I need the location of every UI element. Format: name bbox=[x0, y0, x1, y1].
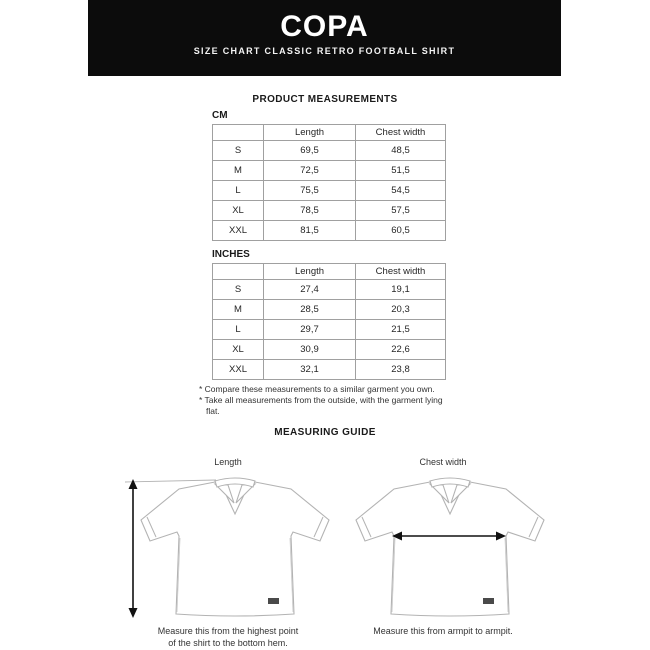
caption-line: Measure this from armpit to armpit. bbox=[373, 626, 513, 636]
length-caption: Measure this from the highest point of t… bbox=[118, 626, 338, 649]
table-row: M 72,5 51,5 bbox=[212, 160, 446, 181]
value-cell: 21,5 bbox=[355, 319, 446, 340]
value-cell: 32,1 bbox=[263, 359, 356, 380]
value-cell: 72,5 bbox=[263, 160, 356, 181]
value-cell: 29,7 bbox=[263, 319, 356, 340]
size-cell: XL bbox=[212, 200, 264, 221]
table-row: XXL 32,1 23,8 bbox=[212, 359, 446, 380]
chest-figure-label: Chest width bbox=[419, 457, 467, 467]
inches-size-table: Length Chest width S 27,4 19,1 M 28,5 20,3 L 29,7… bbox=[212, 263, 446, 380]
chest-shirt-diagram bbox=[338, 470, 548, 622]
size-cell: L bbox=[212, 180, 264, 201]
chest-measure-figure bbox=[338, 470, 548, 622]
measuring-guide-title: MEASURING GUIDE bbox=[274, 427, 376, 438]
size-cell: L bbox=[212, 319, 264, 340]
value-cell: 27,4 bbox=[263, 279, 356, 300]
size-cell: M bbox=[212, 299, 264, 320]
column-header: Length bbox=[263, 263, 356, 280]
column-header bbox=[212, 124, 264, 141]
length-measure-figure bbox=[123, 470, 333, 622]
column-header: Chest width bbox=[355, 124, 446, 141]
value-cell: 75,5 bbox=[263, 180, 356, 201]
column-header: Chest width bbox=[355, 263, 446, 280]
value-cell: 51,5 bbox=[355, 160, 446, 181]
size-chart-subtitle: SIZE CHART CLASSIC RETRO FOOTBALL SHIRT bbox=[193, 46, 456, 56]
header-row: Length Chest width bbox=[212, 124, 446, 141]
highest-point-reference-line bbox=[124, 479, 217, 483]
table-row: XL 30,9 22,6 bbox=[212, 339, 446, 360]
value-cell: 23,8 bbox=[355, 359, 446, 380]
size-cell: XXL bbox=[212, 220, 264, 241]
table-row: S 27,4 19,1 bbox=[212, 279, 446, 300]
measurement-notes: * Compare these measurements to a simila… bbox=[199, 384, 455, 417]
shirt-illustration bbox=[356, 478, 544, 616]
table-row: XL 78,5 57,5 bbox=[212, 200, 446, 221]
size-cell: M bbox=[212, 160, 264, 181]
size-cell: XXL bbox=[212, 359, 264, 380]
value-cell: 19,1 bbox=[355, 279, 446, 300]
header-row: Length Chest width bbox=[212, 263, 446, 280]
table-row: M 28,5 20,3 bbox=[212, 299, 446, 320]
product-measurements-title: PRODUCT MEASUREMENTS bbox=[252, 94, 398, 105]
value-cell: 28,5 bbox=[263, 299, 356, 320]
table-row: XXL 81,5 60,5 bbox=[212, 220, 446, 241]
value-cell: 81,5 bbox=[263, 220, 356, 241]
caption-line: of the shirt to the bottom hem. bbox=[168, 637, 288, 648]
length-shirt-diagram bbox=[124, 470, 333, 618]
value-cell: 30,9 bbox=[263, 339, 356, 360]
table-row: L 75,5 54,5 bbox=[212, 180, 446, 201]
cm-size-table: Length Chest width S 69,5 48,5 M 72,5 51,5 L 75,5… bbox=[212, 124, 446, 241]
caption-line: Measure this from the highest point bbox=[157, 626, 299, 636]
value-cell: 20,3 bbox=[355, 299, 446, 320]
cm-unit-label: CM bbox=[212, 110, 228, 121]
column-header bbox=[212, 263, 264, 280]
value-cell: 78,5 bbox=[263, 200, 356, 221]
value-cell: 60,5 bbox=[355, 220, 446, 241]
inches-unit-label: INCHES bbox=[212, 249, 250, 260]
shirt-illustration bbox=[141, 478, 329, 616]
value-cell: 48,5 bbox=[355, 140, 446, 161]
copa-logo: COPA bbox=[280, 10, 369, 43]
note-line: * Compare these measurements to a simila… bbox=[199, 384, 435, 394]
size-cell: S bbox=[212, 140, 264, 161]
chest-caption: Measure this from armpit to armpit. bbox=[333, 626, 553, 638]
note-line: * Take all measurements from the outside… bbox=[199, 395, 443, 416]
value-cell: 54,5 bbox=[355, 180, 446, 201]
size-cell: S bbox=[212, 279, 264, 300]
value-cell: 22,6 bbox=[355, 339, 446, 360]
table-row: S 69,5 48,5 bbox=[212, 140, 446, 161]
value-cell: 57,5 bbox=[355, 200, 446, 221]
chest-width-arrow bbox=[392, 531, 506, 541]
length-figure-label: Length bbox=[214, 457, 242, 467]
brand-header: COPA SIZE CHART CLASSIC RETRO FOOTBALL S… bbox=[88, 0, 561, 76]
column-header: Length bbox=[263, 124, 356, 141]
length-arrow bbox=[128, 479, 138, 618]
table-row: L 29,7 21,5 bbox=[212, 319, 446, 340]
value-cell: 69,5 bbox=[263, 140, 356, 161]
size-cell: XL bbox=[212, 339, 264, 360]
